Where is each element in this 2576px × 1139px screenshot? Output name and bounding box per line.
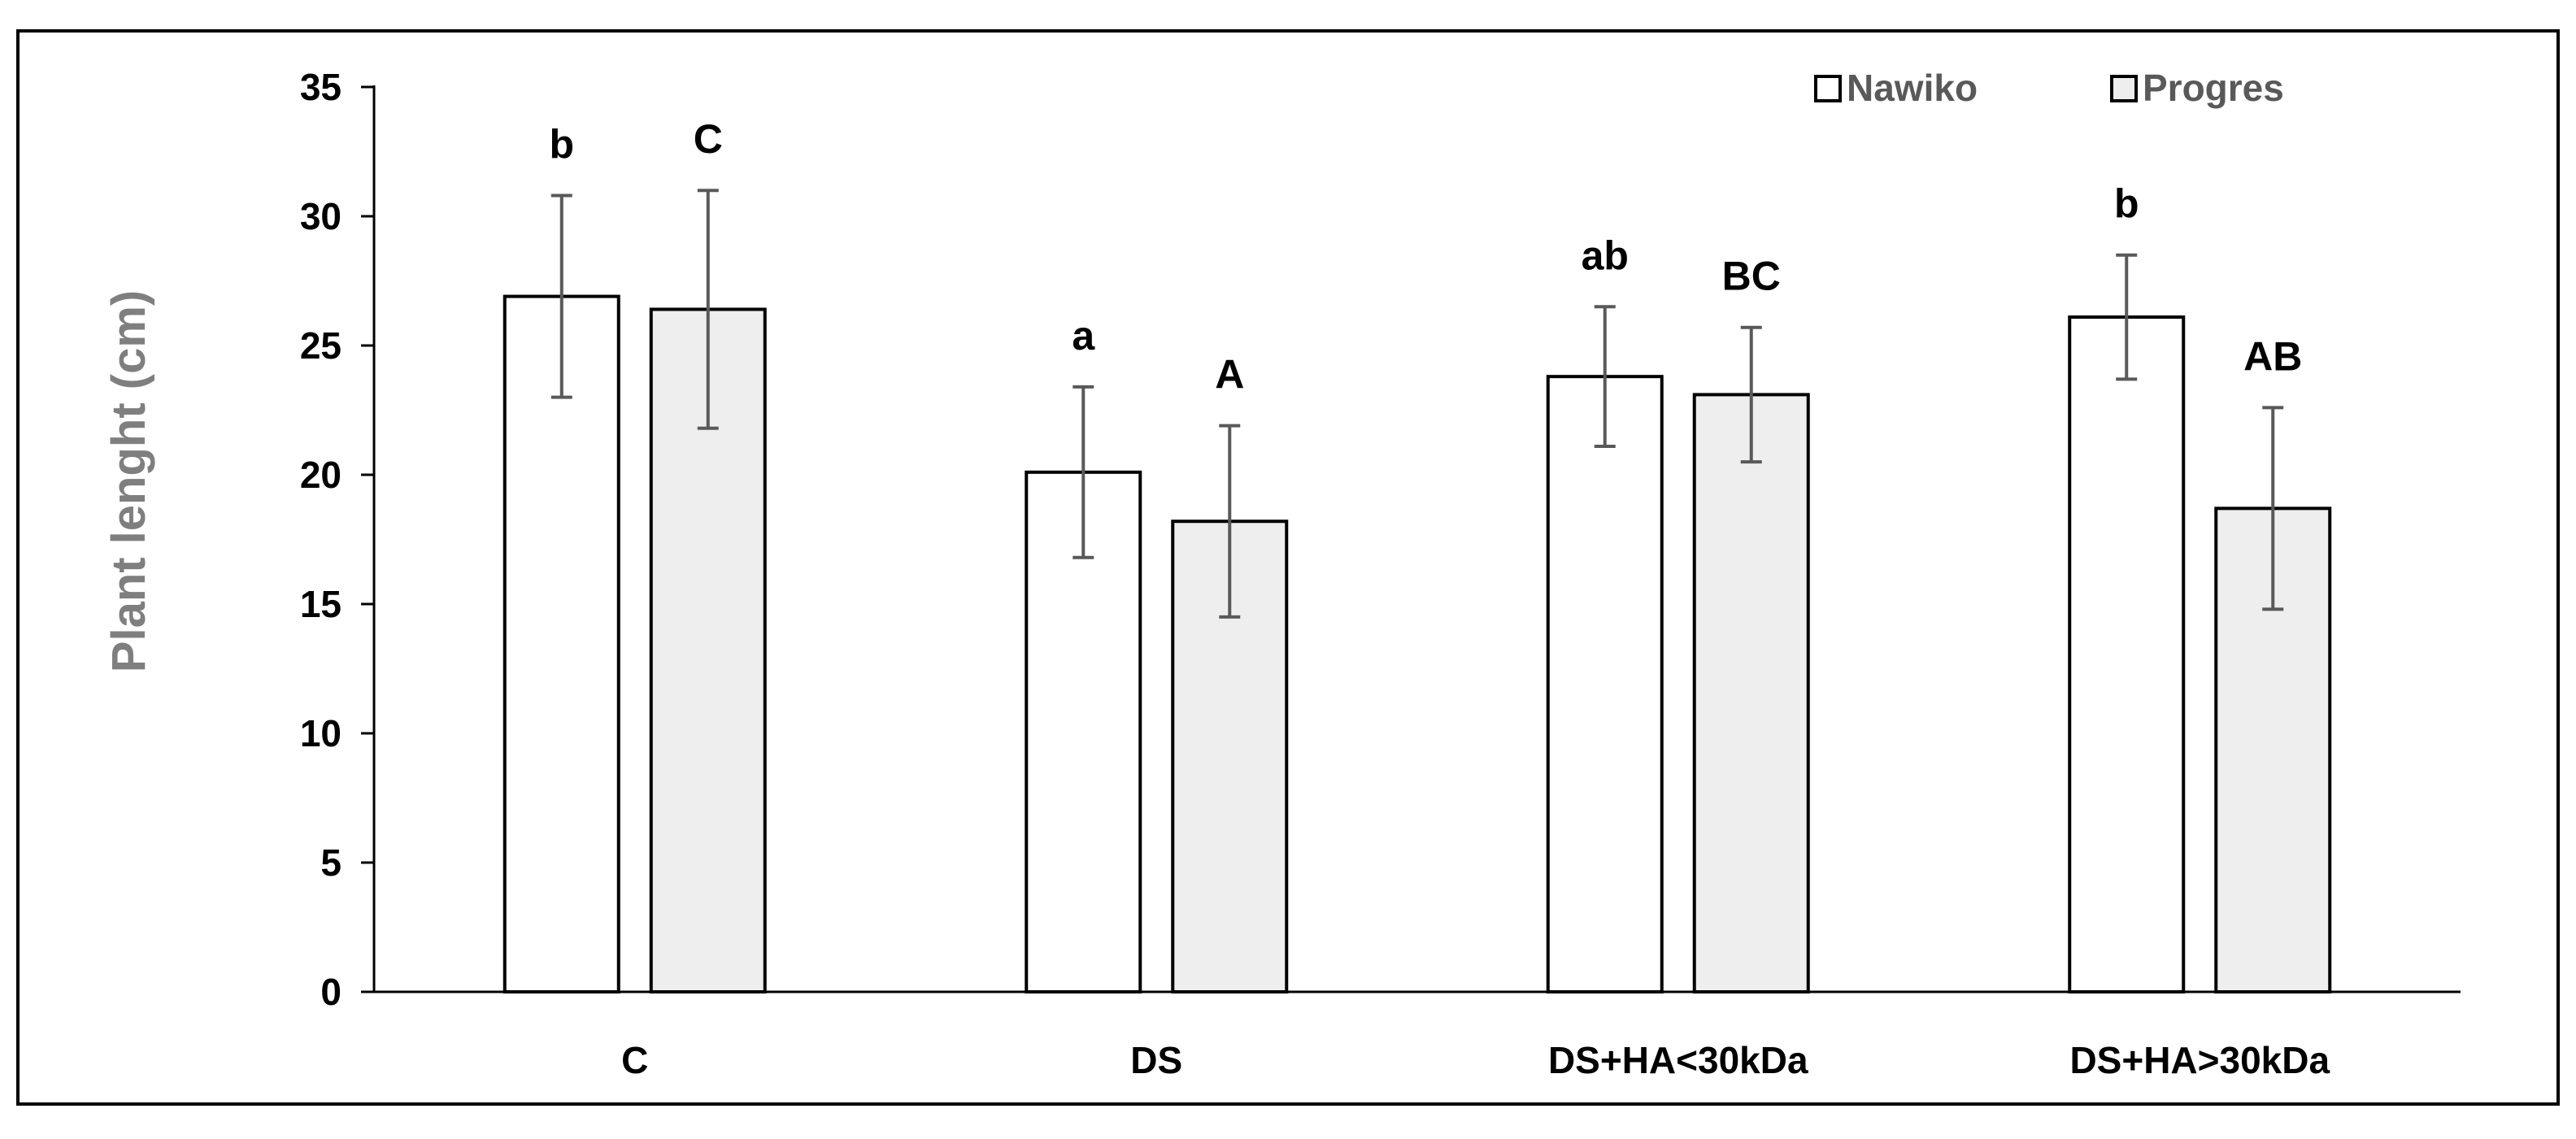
bar-nawiko-3 [2068,315,2186,993]
x-category-label: DS+HA>30kDa [2069,1039,2330,1081]
significance-letter: b [549,122,574,167]
x-category-label: DS [1130,1039,1182,1081]
y-tick-label: 25 [300,324,342,367]
significance-letter: ab [1582,233,1629,278]
significance-letter: A [1215,352,1244,398]
bars [503,189,2332,994]
y-tick-label: 5 [320,841,342,884]
significance-letter: AB [2243,333,2302,379]
x-category-label: DS+HA<30kDa [1548,1039,1808,1081]
y-tick-label: 15 [300,583,342,625]
y-tick-label: 30 [300,195,342,237]
significance-letter: a [1072,313,1095,359]
legend: Nawiko Progres [1814,67,2284,109]
legend-label-nawiko: Nawiko [1847,67,1978,109]
bar-progres-2 [1692,393,1810,994]
y-tick-label: 10 [300,712,342,754]
legend-label-progres: Progres [2143,67,2284,109]
significance-letter: BC [1722,254,1781,299]
significance-letter: C [694,116,723,162]
x-category-label: C [621,1039,648,1081]
y-tick-label: 0 [320,971,342,1013]
y-tick-label: 20 [300,454,342,496]
bar-nawiko-0 [503,294,620,993]
y-axis-label: Plant lenght (cm) [102,290,155,672]
legend-swatch-progres [2110,75,2138,102]
labels: b C Ca A DS ab BC DS+HA<30kDa b AB DS+HA>30kDa [549,116,2330,1081]
bar-nawiko-2 [1546,375,1664,994]
y-tick-label: 35 [300,66,342,108]
significance-letter: b [2114,181,2139,227]
legend-swatch-nawiko [1814,75,1842,102]
